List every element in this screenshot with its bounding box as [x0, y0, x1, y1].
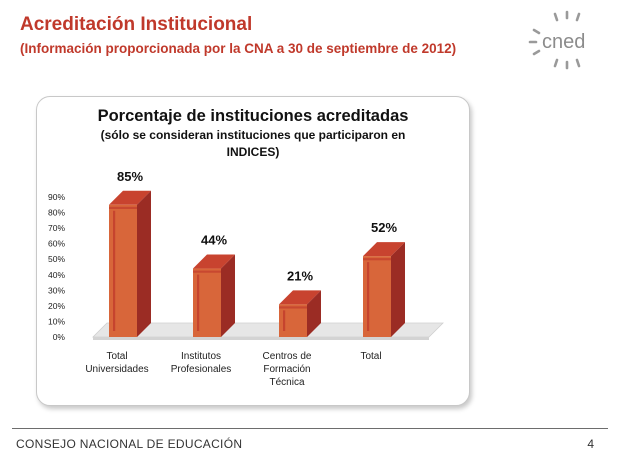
logo-text: cned	[542, 31, 585, 53]
cned-logo: cned	[528, 10, 585, 70]
category-label: Profesionales	[171, 364, 232, 375]
bar-accent-band	[193, 270, 221, 273]
bar-side	[391, 242, 405, 337]
bar-accent-stripe	[113, 210, 116, 331]
category-label: Universidades	[85, 364, 148, 375]
category-label: Institutos	[181, 351, 221, 362]
data-label: 85%	[117, 169, 143, 184]
category-label: Total	[360, 351, 381, 362]
bar-accent-band	[109, 206, 137, 209]
bar-accent-band	[363, 258, 391, 261]
footer-organization: CONSEJO NACIONAL DE EDUCACIÓN	[16, 437, 243, 451]
bar-accent-stripe	[367, 262, 370, 331]
sunburst-logo-icon	[528, 10, 581, 70]
y-tick-label: 10%	[48, 316, 65, 326]
bar-accent-band	[279, 306, 307, 309]
y-tick-label: 40%	[48, 270, 65, 280]
footer-divider	[12, 428, 608, 429]
page-number: 4	[587, 437, 594, 451]
y-tick-label: 70%	[48, 223, 65, 233]
category-label: Total	[106, 351, 127, 362]
chart-title: Porcentaje de instituciones acreditadas	[98, 107, 409, 125]
chart-subtitle-line: INDICES)	[227, 145, 280, 159]
bar-side	[137, 190, 151, 337]
y-tick-label: 50%	[48, 254, 65, 264]
bar-top	[109, 190, 151, 205]
slide-title: Acreditación Institucional	[20, 14, 253, 35]
chart-subtitle-line: (sólo se consideran instituciones que pa…	[101, 128, 406, 142]
chart-frame: Porcentaje de instituciones acreditadas (…	[36, 96, 470, 406]
y-tick-label: 60%	[48, 239, 65, 249]
bar-side	[307, 290, 321, 337]
category-label: Formación	[263, 364, 310, 375]
chart-floor-edge	[93, 337, 429, 340]
y-tick-label: 30%	[48, 285, 65, 295]
slide-subtitle: (Información proporcionada por la CNA a …	[20, 41, 457, 56]
bar-side	[221, 254, 235, 337]
data-label: 52%	[371, 220, 397, 235]
bar-top	[279, 290, 321, 305]
y-tick-label: 90%	[48, 192, 65, 202]
bar-accent-stripe	[283, 310, 286, 331]
data-label: 44%	[201, 233, 227, 248]
y-tick-label: 20%	[48, 301, 65, 311]
y-tick-label: 80%	[48, 208, 65, 218]
bar-accent-stripe	[197, 274, 200, 331]
category-label: Técnica	[269, 377, 304, 388]
y-tick-label: 0%	[53, 332, 66, 342]
category-label: Centros de	[263, 351, 312, 362]
data-label: 21%	[287, 268, 313, 283]
bar-chart: Porcentaje de instituciones acreditadas (…	[48, 107, 444, 388]
